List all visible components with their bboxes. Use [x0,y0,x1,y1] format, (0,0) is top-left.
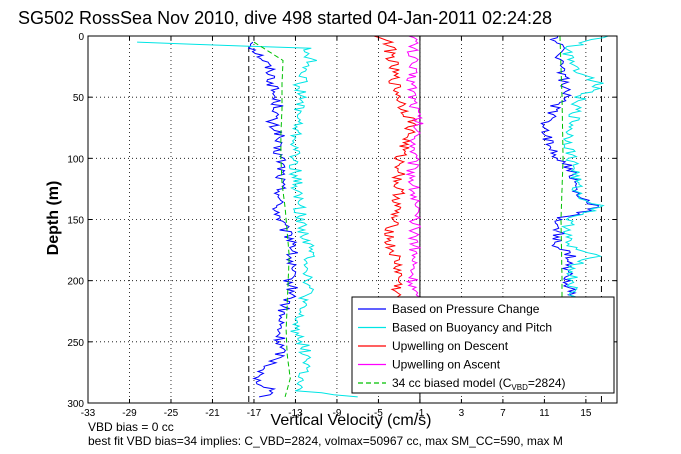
plot-area: -33 -29 -25 -21 -17 -13 -9 -5 -1 3 7 11 150501001502… [67,32,618,419]
series-34-cc-biased-model-cvbd-2824 [253,41,291,398]
x-tick-label: 7 [500,408,506,419]
x-tick-label: 15 [580,408,592,419]
series-line-7 [559,36,564,299]
series-line-5 [540,35,600,300]
x-tick-label: -29 [122,408,137,419]
legend-label: Upwelling on Descent [392,339,509,353]
footer-best-fit: best fit VBD bias=34 implies: C_VBD=2824… [88,434,563,448]
x-tick-label: -17 [247,408,262,419]
x-tick-label: -9 [332,408,341,419]
legend-subscript: VBD [511,383,528,392]
x-axis-label: Vertical Velocity (cm/s) [271,412,432,429]
y-tick-label: 100 [67,154,84,165]
x-tick-label: -1 [415,408,424,419]
footer-vbd-bias: VBD bias = 0 cc [88,420,174,434]
series-upwelling-on-descent [373,35,419,299]
legend-suffix: =2824) [528,376,566,390]
legend-label: Based on Buoyancy and Pitch [392,321,552,335]
y-tick-label: 0 [78,32,84,43]
x-tick-label: -25 [164,408,179,419]
y-tick-label: 50 [73,93,85,104]
x-tick-label: -33 [81,408,96,419]
y-axis-label: Depth (m) [45,181,62,256]
x-tick-label: -21 [205,408,220,419]
series-based-on-buoyancy-and-pitch [137,41,358,398]
legend-label: Based on Pressure Change [392,302,540,316]
legend-box [351,296,615,394]
x-tick-label: -13 [288,408,303,419]
y-tick-label: 150 [67,216,84,227]
y-tick-label: 300 [67,399,84,410]
series-based-on-pressure-change [247,41,298,398]
x-tick-label: -5 [374,408,383,419]
legend-label: Upwelling on Ascent [392,358,501,372]
y-tick-label: 250 [67,338,84,349]
series-upwelling-on-ascent [405,35,424,300]
x-tick-label: 3 [459,408,465,419]
series-line-6 [560,35,609,300]
legend-label: 34 cc biased model (CVBD=2824) [392,376,566,392]
chart-title: SG502 RossSea Nov 2010, dive 498 started… [18,8,552,28]
y-tick-label: 200 [67,277,84,288]
x-tick-label: 11 [539,408,550,419]
